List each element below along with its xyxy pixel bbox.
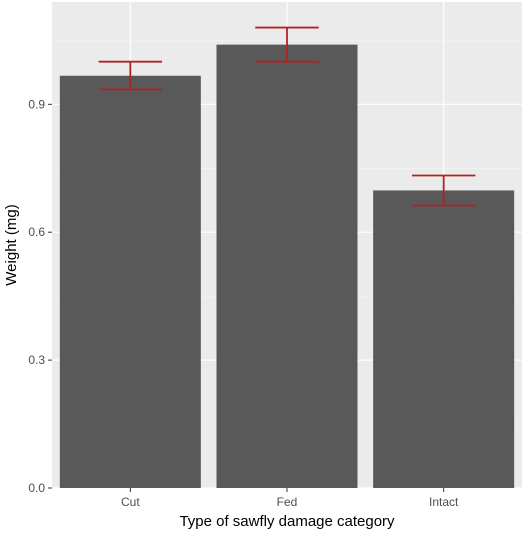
error-bar-cut bbox=[98, 60, 163, 91]
error-bar-fed bbox=[255, 26, 319, 63]
error-bars-layer bbox=[98, 26, 476, 207]
y-axis-title: Weight (mg) bbox=[3, 204, 20, 285]
y-tick-label: 0.6 bbox=[28, 225, 45, 239]
x-axis-title: Type of sawfly damage category bbox=[179, 513, 395, 530]
bars-layer bbox=[59, 44, 515, 489]
y-tick-label: 0.3 bbox=[28, 353, 45, 367]
error-bar-intact bbox=[411, 174, 476, 207]
y-axis-ticks: 0.0 0.3 0.6 0.9 bbox=[28, 97, 52, 495]
y-tick-label: 0.0 bbox=[28, 481, 45, 495]
bar-cut bbox=[59, 75, 201, 489]
y-tick-label: 0.9 bbox=[28, 97, 45, 111]
x-tick-label-intact: Intact bbox=[429, 495, 459, 509]
bar-fed bbox=[216, 44, 358, 488]
x-axis-ticks: Cut Fed Intact bbox=[121, 488, 459, 509]
x-tick-label-cut: Cut bbox=[121, 495, 140, 509]
x-tick-label-fed: Fed bbox=[277, 495, 298, 509]
bar-intact bbox=[373, 190, 515, 488]
